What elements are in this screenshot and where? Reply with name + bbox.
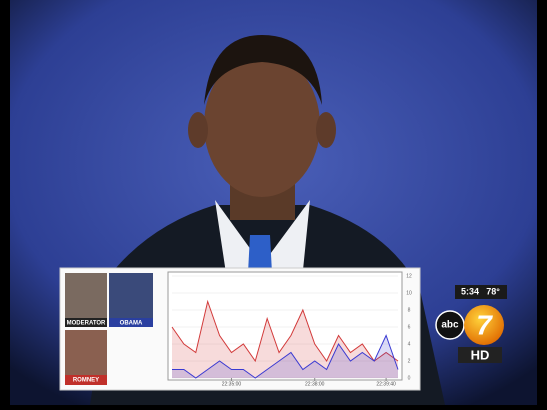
time: 5:34 xyxy=(461,286,479,296)
speaker-label: OBAMA xyxy=(120,321,143,327)
y-tick-label: 10 xyxy=(406,290,412,296)
y-tick-label: 8 xyxy=(408,307,411,313)
x-tick-label: 22:35:00 xyxy=(222,381,242,387)
x-tick-label: 22:39:40 xyxy=(376,381,396,387)
y-tick-label: 4 xyxy=(408,341,411,347)
channel: 7 xyxy=(476,309,493,340)
hd: HD xyxy=(471,347,490,362)
x-tick-label: 22:38:00 xyxy=(305,381,325,387)
y-tick-label: 12 xyxy=(406,273,412,279)
screenshot: MODERATOR OBAMA ROMNEY 0 2 4 6 8 10 12 22:35:00… xyxy=(0,0,547,405)
temperature: 78° xyxy=(486,286,500,296)
y-tick-label: 0 xyxy=(408,375,411,381)
network: abc xyxy=(441,320,459,331)
speaker-label: MODERATOR xyxy=(67,321,106,327)
speaker-label: ROMNEY xyxy=(73,378,99,384)
y-tick-label: 6 xyxy=(408,324,411,330)
letterbox xyxy=(537,0,547,405)
letterbox xyxy=(0,0,10,405)
y-tick-label: 2 xyxy=(408,358,411,364)
